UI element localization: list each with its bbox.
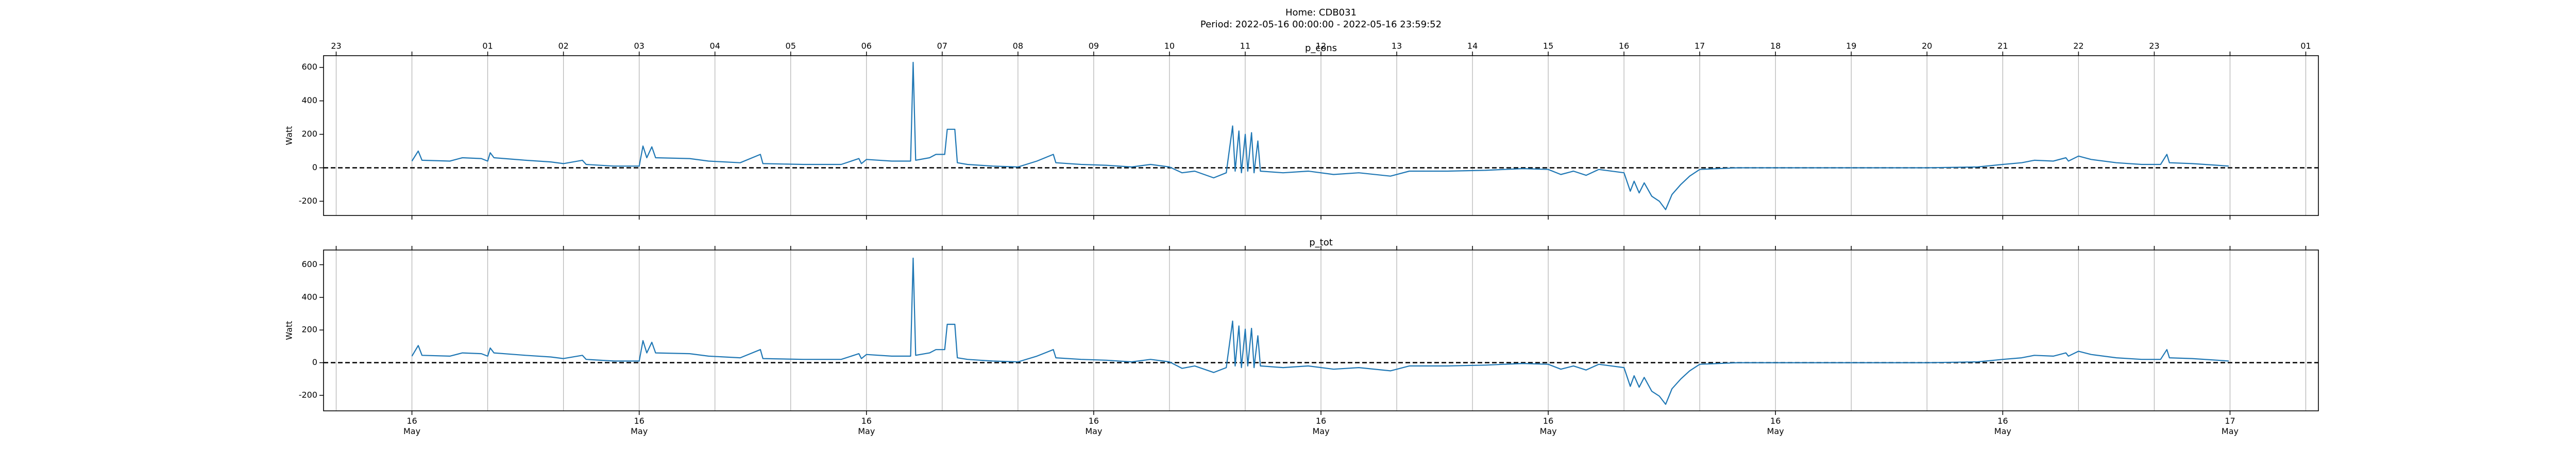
x2-tick-label: 04 [710, 41, 720, 51]
series-line [411, 61, 2229, 210]
x2-tick-label: 03 [634, 41, 644, 51]
x2-tick-label: 01 [2300, 41, 2311, 51]
y-tick-label: -200 [299, 390, 317, 400]
series-line [411, 257, 2229, 405]
x2-tick-label: 18 [1770, 41, 1781, 51]
y-axis-label: Watt [284, 126, 294, 145]
x-tick-label: 16 May [1994, 416, 2011, 436]
x-tick-label: 17 May [2221, 416, 2239, 436]
x2-tick-label: 23 [331, 41, 341, 51]
x2-tick-label: 12 [1316, 41, 1326, 51]
y-tick-label: 0 [312, 162, 317, 172]
axes-frame [323, 249, 2319, 411]
x2-tick-label: 02 [558, 41, 568, 51]
x2-tick-label: 06 [861, 41, 872, 51]
x-tick-label: 16 May [858, 416, 875, 436]
x2-tick-label: 09 [1089, 41, 1099, 51]
y-tick-label: 400 [301, 95, 317, 105]
y-tick-label: 200 [301, 129, 317, 139]
x2-tick-label: 05 [786, 41, 796, 51]
x2-tick-label: 22 [2073, 41, 2083, 51]
y-tick-label: 0 [312, 357, 317, 367]
x2-tick-label: 08 [1013, 41, 1023, 51]
x2-tick-label: 15 [1543, 41, 1553, 51]
x2-tick-label: 23 [2149, 41, 2159, 51]
x2-tick-label: 14 [1467, 41, 1478, 51]
y-tick-label: -200 [299, 196, 317, 206]
panel-title: p_cons [1305, 43, 1337, 54]
x2-tick-label: 11 [1240, 41, 1250, 51]
x2-tick-label: 01 [482, 41, 493, 51]
y-tick-label: 200 [301, 325, 317, 335]
x2-tick-label: 21 [1997, 41, 2008, 51]
x2-tick-label: 17 [1694, 41, 1705, 51]
y-tick-label: 600 [301, 62, 317, 72]
x-tick-label: 16 May [1767, 416, 1784, 436]
x-tick-label: 16 May [1312, 416, 1330, 436]
figure-subtitle: Period: 2022-05-16 00:00:00 - 2022-05-16… [1200, 19, 1442, 30]
x-tick-label: 16 May [631, 416, 648, 436]
y-tick-label: 600 [301, 259, 317, 269]
x2-tick-label: 07 [937, 41, 947, 51]
x-tick-label: 16 May [1539, 416, 1557, 436]
panel-title: p_tot [1309, 237, 1333, 248]
axes-frame [323, 55, 2319, 216]
x2-tick-label: 13 [1392, 41, 1402, 51]
x2-tick-label: 19 [1846, 41, 1856, 51]
y-tick-label: 400 [301, 292, 317, 302]
x-tick-label: 16 May [1085, 416, 1103, 436]
x2-tick-label: 10 [1164, 41, 1175, 51]
figure-title: Home: CDB031 [1285, 7, 1357, 18]
x2-tick-label: 20 [1922, 41, 1932, 51]
x2-tick-label: 16 [1619, 41, 1629, 51]
y-axis-label: Watt [284, 321, 294, 340]
x-tick-label: 16 May [403, 416, 421, 436]
